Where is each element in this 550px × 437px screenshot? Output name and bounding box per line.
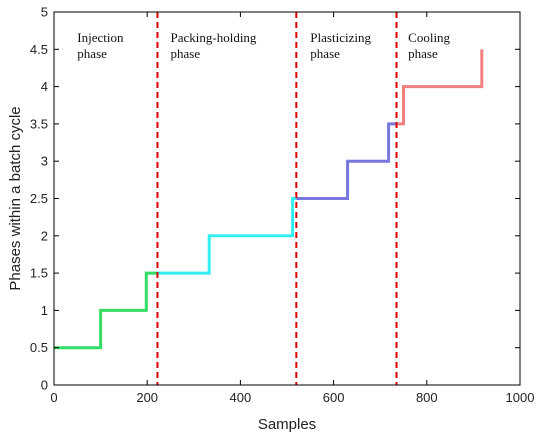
x-tick-label: 0 xyxy=(50,390,57,405)
y-tick-label: 0 xyxy=(41,378,48,393)
phase-label-3: Plasticizing phase xyxy=(310,30,371,61)
y-tick-label: 1.5 xyxy=(30,266,48,281)
y-tick-label: 2 xyxy=(41,228,48,243)
series-line-1 xyxy=(54,271,158,350)
plot-frame xyxy=(53,11,521,386)
y-tick-label: 0.5 xyxy=(30,340,48,355)
x-tick-label: 1000 xyxy=(506,390,535,405)
series-line-4 xyxy=(396,49,484,126)
y-tick-label: 3 xyxy=(41,154,48,169)
y-tick-label: 3.5 xyxy=(30,116,48,131)
y-tick-label: 1 xyxy=(41,303,48,318)
y-tick-label: 4.5 xyxy=(30,42,48,57)
y-tick-label: 5 xyxy=(41,5,48,20)
y-axis-label: Phases within a batch cycle xyxy=(7,106,24,290)
phase-label-1: Injection phase xyxy=(77,30,124,61)
phase-label-4: Cooling phase xyxy=(408,30,450,61)
y-tick-label: 4 xyxy=(41,79,48,94)
y-tick-label: 2.5 xyxy=(30,191,48,206)
x-tick-label: 200 xyxy=(136,390,158,405)
series-line-3 xyxy=(296,122,397,200)
x-tick-label: 600 xyxy=(323,390,345,405)
x-axis-label: Samples xyxy=(258,416,316,433)
phase-label-2: Packing-holding phase xyxy=(171,30,257,61)
series-line-2 xyxy=(157,197,297,275)
x-tick-label: 400 xyxy=(230,390,252,405)
x-tick-label: 800 xyxy=(416,390,438,405)
